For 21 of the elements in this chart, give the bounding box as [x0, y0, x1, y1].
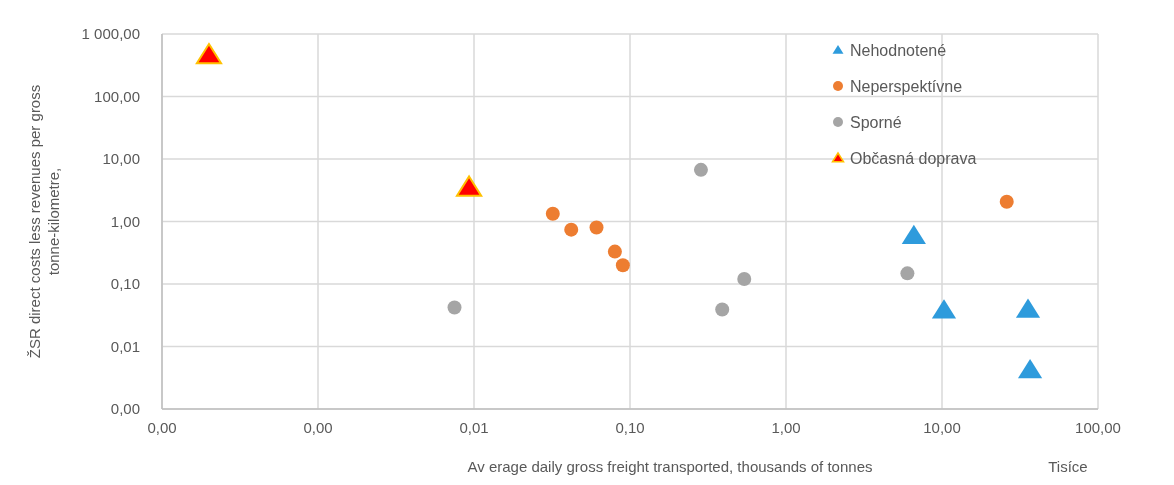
y-tick-label: 0,01 [110, 337, 140, 355]
y-tick-label: 0,00 [110, 400, 140, 417]
text: Tisíce [1048, 458, 1088, 475]
x-tick-label: 0,01 [459, 419, 489, 436]
y-tick-label: 1,00 [110, 212, 140, 230]
y-tick-label: 0,10 [110, 275, 140, 292]
x-tick-label: 100,00 [1075, 419, 1121, 436]
y-axis-title: ŽSR direct costs less revenues per gross tonne-kilometre, [26, 84, 62, 359]
legend-label: Občasná doprava [850, 150, 977, 167]
x-tick-label: 0,10 [615, 419, 645, 436]
y-tick-label: 10,00 [102, 150, 140, 167]
x-tick-label: 1,00 [771, 419, 801, 436]
x-tick-label: 0,00 [147, 419, 177, 436]
y-tick-label: 1 000,00 [81, 25, 140, 42]
x-tick-label: 0,00 [303, 419, 333, 436]
legend-label: Neperspektívne [850, 78, 963, 95]
x-axis-title: Av erage daily gross freight transported, thousands of tonnes [467, 458, 873, 475]
y-tick-label: 100,00 [94, 87, 140, 105]
x-tick-label: 10,00 [923, 419, 961, 436]
legend-label: Sporné [850, 114, 902, 131]
legend-label: Nehodnotené [850, 42, 947, 59]
